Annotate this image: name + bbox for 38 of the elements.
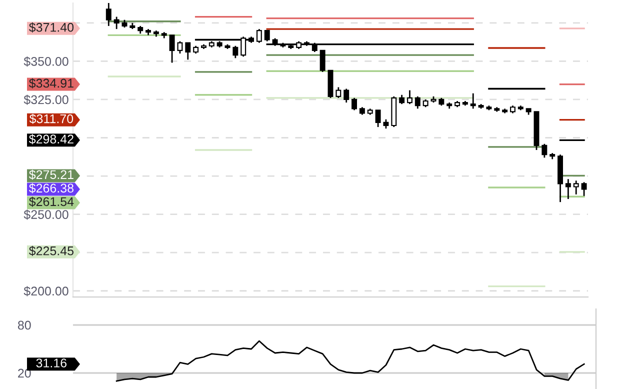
candlestick — [414, 96, 420, 110]
y-tick-label: $250.00 — [24, 210, 68, 220]
candlestick — [336, 86, 342, 99]
candlestick — [114, 16, 120, 30]
text: 31.16 — [36, 358, 66, 368]
candlestick — [169, 34, 175, 64]
candlestick — [565, 178, 571, 200]
candlestick — [352, 97, 358, 111]
candlestick — [581, 181, 587, 197]
candlestick — [406, 90, 412, 105]
candlestick — [185, 42, 191, 60]
candlestick — [470, 92, 476, 110]
candlestick — [232, 45, 238, 59]
text: $261.54 — [28, 196, 74, 207]
text: $311.70 — [29, 114, 74, 124]
text: $334.91 — [28, 78, 74, 88]
candlestick — [399, 94, 405, 105]
y-tick-label: 80 — [18, 320, 31, 330]
y-tick-label: $200.00 — [24, 286, 68, 296]
candlestick — [256, 28, 262, 44]
y-tick-label: $350.00 — [24, 56, 68, 67]
line-series — [116, 340, 585, 382]
candlestick — [383, 118, 389, 130]
candlestick — [344, 88, 350, 104]
candlestick — [177, 40, 183, 54]
y-tick-label: $325.00 — [24, 94, 68, 105]
candlestick — [375, 109, 381, 128]
text: $266.38 — [28, 183, 74, 194]
candlestick — [312, 42, 318, 53]
text: $371.40 — [28, 22, 74, 33]
text: $225.45 — [28, 246, 74, 256]
candlestick — [264, 30, 270, 42]
text: $275.21 — [28, 170, 74, 180]
candlestick — [106, 3, 112, 27]
candlestick — [573, 180, 579, 196]
candlestick — [320, 50, 326, 73]
text: $298.42 — [28, 134, 74, 144]
candlestick — [542, 143, 548, 158]
